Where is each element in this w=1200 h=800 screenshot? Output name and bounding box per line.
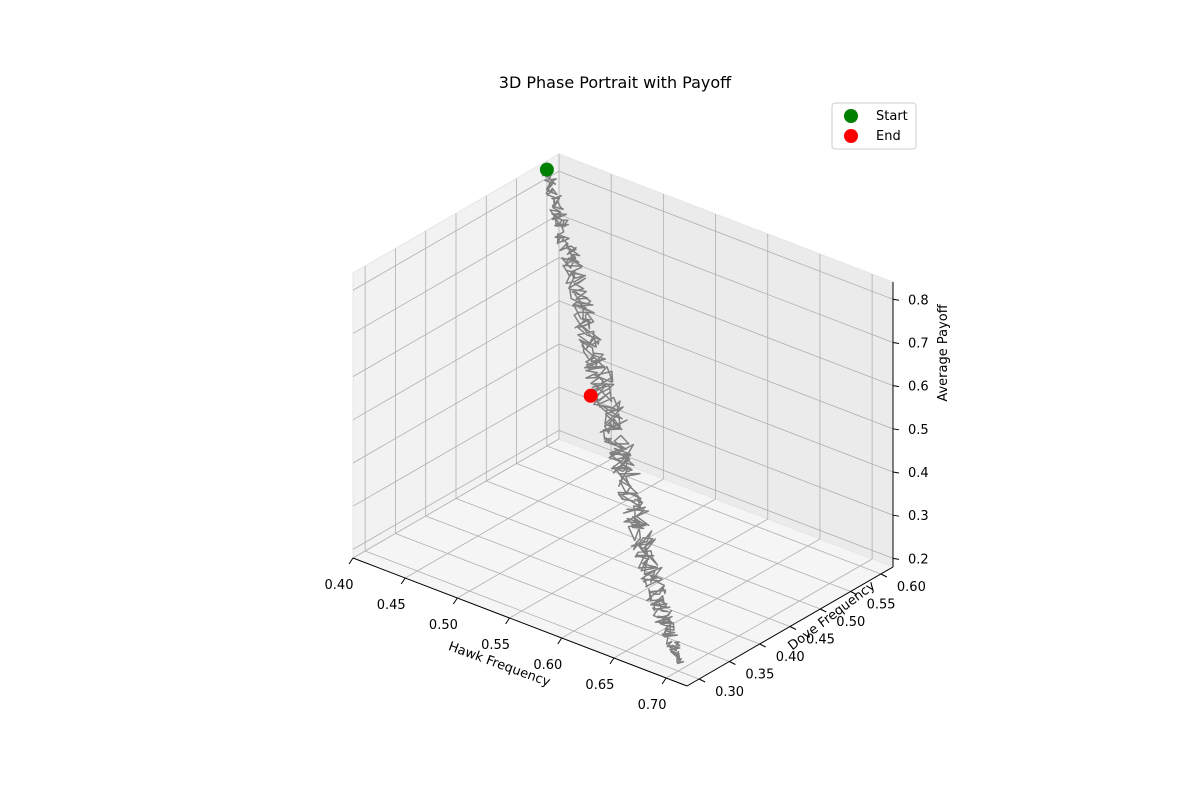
z-tick-label: 0.3 (908, 509, 929, 524)
y-grid-line (455, 498, 791, 627)
chart-title: 3D Phase Portrait with Payoff (499, 73, 732, 92)
y-tick-mark (789, 626, 797, 630)
y-tick-mark (880, 573, 888, 578)
z-grid-line (558, 343, 894, 473)
x-tick-mark (557, 637, 563, 645)
z-tick-mark (892, 341, 900, 344)
y-tick-mark (698, 678, 706, 683)
z-grid-line (352, 170, 560, 291)
x-tick-mark (661, 677, 667, 685)
y-tick-mark (850, 591, 857, 595)
y-tick-label: 0.50 (836, 615, 865, 630)
x-tick-mark (452, 597, 458, 605)
x-tick-mark (400, 577, 406, 585)
x-tick-label: 0.55 (481, 638, 510, 653)
end-marker (583, 388, 598, 403)
y-grid-line (395, 533, 730, 662)
y-grid-line (425, 515, 760, 645)
x-tick-label: 0.70 (638, 698, 667, 713)
z-tick-mark (892, 385, 900, 388)
z-grid-line (558, 170, 894, 300)
x-tick-label: 0.50 (429, 618, 458, 633)
grid-lines (352, 154, 894, 680)
legend-end-swatch (844, 129, 858, 143)
z-grid-line (352, 300, 560, 421)
z-grid-line (558, 214, 894, 343)
y-tick-label: 0.60 (897, 580, 926, 595)
y-tick-label: 0.55 (867, 598, 896, 613)
x-tick-label: 0.45 (377, 598, 406, 613)
x-tick-mark (505, 617, 510, 625)
legend-end-label: End (876, 129, 901, 144)
z-tick-mark (892, 471, 900, 474)
y-grid-line (364, 550, 700, 680)
z-grid-line (352, 214, 560, 334)
start-marker (539, 162, 554, 177)
x-tick-label: 0.65 (585, 678, 614, 693)
y-grid-line (516, 463, 851, 592)
z-tick-label: 0.7 (908, 337, 929, 352)
z-tick-label: 0.2 (908, 552, 929, 567)
y-tick-label: 0.40 (776, 650, 805, 665)
z-tick-mark (892, 298, 900, 301)
z-axis-label: Average Payoff (936, 303, 951, 401)
legend-start-swatch (844, 109, 858, 123)
z-tick-label: 0.5 (908, 423, 929, 438)
legend: Start End (831, 102, 917, 150)
x-tick-mark (348, 557, 354, 565)
z-grid-line (352, 343, 560, 464)
z-tick-label: 0.4 (908, 466, 929, 481)
legend-start-label: Start (876, 109, 908, 124)
y-tick-mark (759, 643, 766, 648)
x-tick-label: 0.60 (533, 658, 562, 673)
y-tick-labels: 0.30 0.35 0.40 0.45 0.50 0.55 0.60 (715, 580, 926, 700)
y-tick-label: 0.30 (715, 685, 744, 700)
y-tick-label: 0.35 (745, 668, 774, 683)
y-tick-mark (729, 661, 736, 665)
z-grid-line (352, 386, 560, 507)
z-grid-line (352, 430, 560, 550)
z-tick-label: 0.6 (908, 380, 929, 395)
trajectory-line (541, 167, 685, 665)
z-tick-mark (892, 428, 900, 431)
z-grid-line (558, 300, 894, 430)
z-grid-line (558, 257, 894, 387)
y-tick-label: 0.45 (806, 633, 835, 648)
x-tick-mark (609, 657, 615, 665)
z-tick-label: 0.8 (908, 293, 929, 308)
y-grid-line (546, 445, 882, 575)
z-tick-mark (892, 557, 900, 560)
y-grid-line (486, 480, 821, 610)
x-tick-label: 0.40 (325, 578, 354, 593)
tick-marks (348, 298, 900, 685)
y-tick-mark (820, 608, 827, 613)
x-tick-labels: 0.40 0.45 0.50 0.55 0.60 0.65 0.70 (325, 578, 667, 713)
z-tick-mark (892, 514, 900, 517)
trajectory-path (541, 167, 685, 665)
x-axis-line (352, 557, 688, 687)
z-grid-line (352, 257, 560, 377)
z-tick-labels: 0.2 0.3 0.4 0.5 0.6 0.7 0.8 (908, 293, 929, 567)
